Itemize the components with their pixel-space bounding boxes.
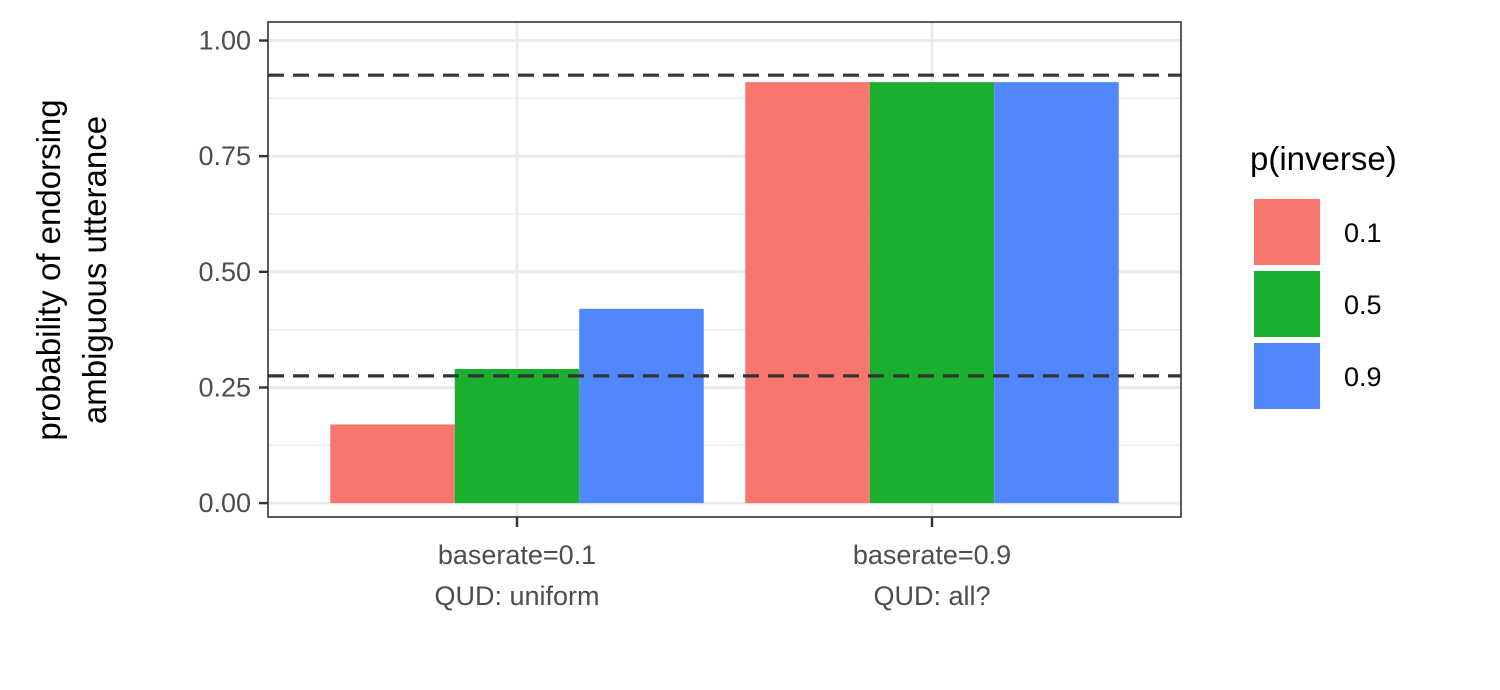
x-axis: baserate=0.1 QUD: uniform baserate=0.9 QUD:… <box>434 517 1011 611</box>
panel-border <box>267 21 1182 518</box>
legend-label: 0.9 <box>1344 362 1382 392</box>
legend-label: 0.1 <box>1344 218 1382 248</box>
y-axis-title-line-2: ambiguous utterance <box>76 116 113 424</box>
legend-key-0.1 <box>1254 199 1320 265</box>
y-tick-label: 0.00 <box>198 488 251 518</box>
bar-0.5-cat-2 <box>869 82 995 504</box>
y-tick-label: 0.25 <box>198 372 251 402</box>
y-tick-label: 1.00 <box>198 26 251 56</box>
bar-0.9-cat-1 <box>579 308 704 504</box>
y-tick-label: 0.75 <box>198 141 251 171</box>
x-tick-label-line-2: QUD: all? <box>873 581 990 611</box>
legend-label: 0.5 <box>1344 290 1382 320</box>
bars <box>330 82 1119 504</box>
y-axis: 0.00 0.25 0.50 0.75 1.00 <box>198 26 268 518</box>
legend: p(inverse) 0.1 0.5 0.9 <box>1250 140 1397 409</box>
reference-lines <box>268 73 1181 378</box>
legend-key-0.9 <box>1254 343 1320 409</box>
bar-0.1-cat-2 <box>745 82 870 504</box>
y-axis-title: probability of endorsing ambiguous utter… <box>30 99 113 440</box>
bar-0.5-cat-1 <box>454 368 580 504</box>
x-tick-label-line-2: QUD: uniform <box>434 581 599 611</box>
y-axis-title-line-1: probability of endorsing <box>30 99 67 440</box>
legend-key-0.5 <box>1254 271 1320 337</box>
y-tick-label: 0.50 <box>198 257 251 287</box>
x-tick-label-line-1: baserate=0.9 <box>853 540 1011 570</box>
x-tick-label-line-1: baserate=0.1 <box>438 540 596 570</box>
legend-title: p(inverse) <box>1250 140 1397 177</box>
bar-0.1-cat-1 <box>330 424 455 504</box>
bar-0.9-cat-2 <box>994 82 1119 504</box>
